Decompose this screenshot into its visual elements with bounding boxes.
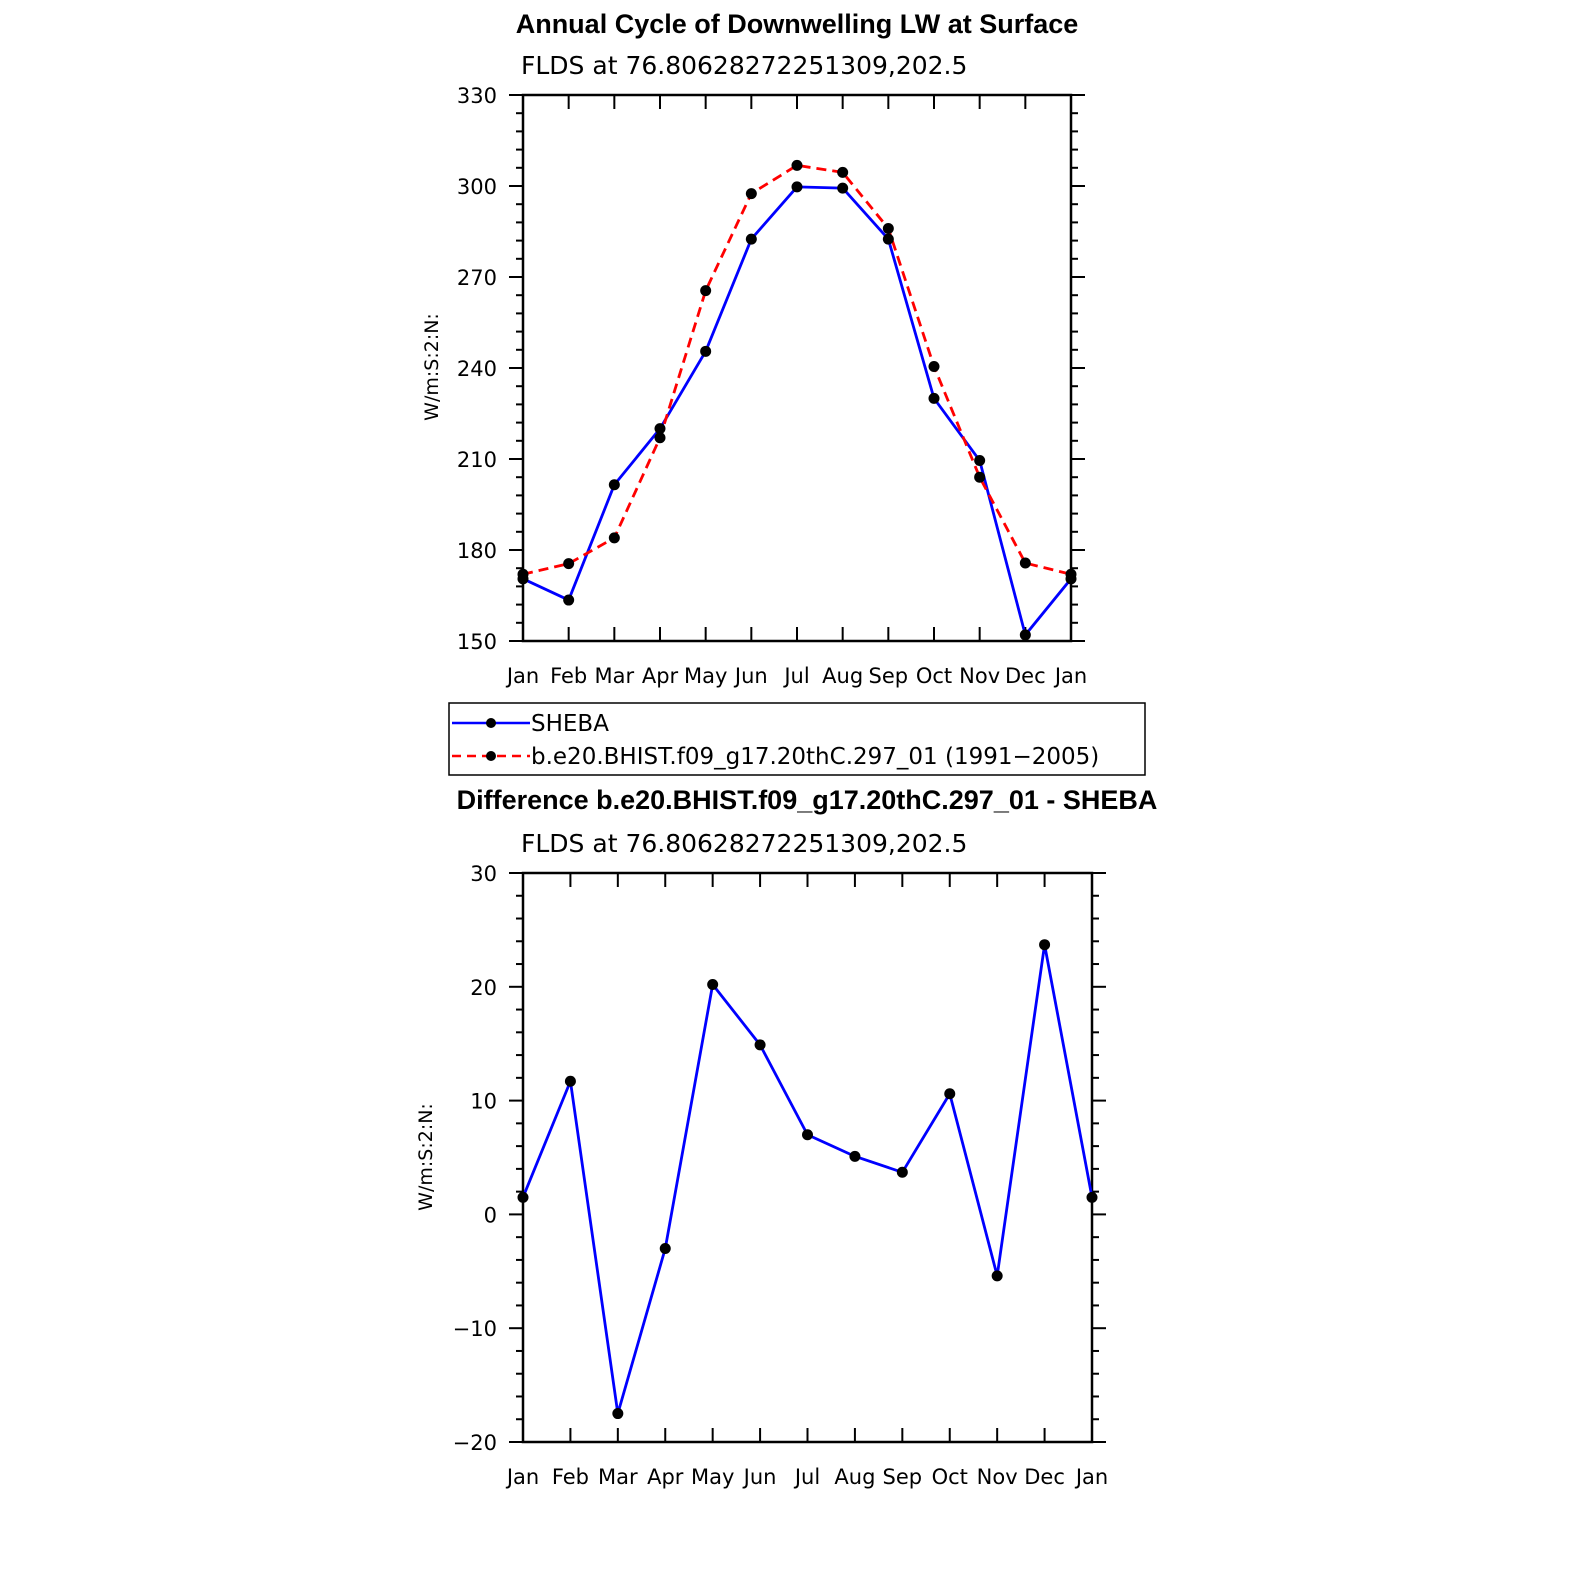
axes: −20 −10 0 10 20 30 Jan Feb Mar Apr May Jun Jul Aug Sep… xyxy=(453,862,1109,1489)
y-tick-label: 10 xyxy=(470,1090,497,1114)
data-point-s0-10 xyxy=(974,455,986,467)
x-tick-label: Jul xyxy=(793,1465,820,1489)
data-points xyxy=(517,159,1077,641)
data-point-s0-5 xyxy=(745,233,757,245)
legend: SHEBA b.e20.BHIST.f09_g17.20thC.297_01 (… xyxy=(448,702,1146,776)
data-point-s0-12 xyxy=(1086,1191,1098,1203)
data-point-s0-8 xyxy=(896,1166,908,1178)
x-tick-label: Dec xyxy=(1024,1465,1065,1489)
data-point-s0-9 xyxy=(928,392,940,404)
data-point-s1-6 xyxy=(791,159,803,171)
legend-entry-sheba: SHEBA xyxy=(452,711,609,737)
x-tick-label: Jun xyxy=(742,1465,777,1489)
x-tick-label: May xyxy=(691,1465,734,1489)
legend-label-sheba: SHEBA xyxy=(531,711,609,737)
x-tick-label: Apr xyxy=(647,1465,684,1489)
y-tick-label: 270 xyxy=(457,266,497,290)
x-tick-label: Sep xyxy=(869,664,909,688)
data-point-s0-7 xyxy=(849,1150,861,1162)
x-tick-label: Oct xyxy=(916,664,952,688)
x-tick-label: Aug xyxy=(822,664,863,688)
x-tick-label: Mar xyxy=(598,1465,638,1489)
data-point-s0-2 xyxy=(612,1408,624,1420)
data-point-s0-1 xyxy=(563,594,575,606)
x-tick-label: Oct xyxy=(932,1465,968,1489)
data-point-s1-0 xyxy=(517,568,529,580)
legend-label-model: b.e20.BHIST.f09_g17.20thC.297_01 (1991−2… xyxy=(531,744,1099,770)
x-tick-label: Sep xyxy=(883,1465,923,1489)
data-point-s1-8 xyxy=(882,222,894,234)
data-point-s0-7 xyxy=(837,182,849,194)
chart-subtitle: FLDS at 76.80628272251309,202.5 xyxy=(521,51,967,80)
x-tick-label: Dec xyxy=(1005,664,1046,688)
data-point-s1-1 xyxy=(563,558,575,570)
data-point-s1-7 xyxy=(837,166,849,178)
x-tick-label: Apr xyxy=(642,664,679,688)
y-axis-label: W/m:S:2:N: xyxy=(421,313,443,421)
data-point-s0-2 xyxy=(608,479,620,491)
data-point-s0-3 xyxy=(659,1243,671,1255)
x-tick-label: Mar xyxy=(595,664,635,688)
x-tick-label: Nov xyxy=(977,1465,1018,1489)
data-point-s0-0 xyxy=(517,1191,529,1203)
chart-title: Difference b.e20.BHIST.f09_g17.20thC.297… xyxy=(457,785,1158,815)
difference-chart: Difference b.e20.BHIST.f09_g17.20thC.297… xyxy=(415,785,1157,1489)
data-point-s0-6 xyxy=(802,1129,813,1141)
legend-entry-model: b.e20.BHIST.f09_g17.20thC.297_01 (1991−2… xyxy=(452,744,1099,770)
x-tick-label: May xyxy=(684,664,727,688)
y-tick-label: 30 xyxy=(470,862,497,886)
data-point-s0-8 xyxy=(882,233,894,245)
x-tick-label: Jan xyxy=(505,1465,539,1489)
y-tick-label: 330 xyxy=(457,84,497,108)
data-point-s1-2 xyxy=(608,532,620,544)
x-tick-label: Jan xyxy=(1074,1465,1108,1489)
data-point-s1-3 xyxy=(654,432,666,444)
y-axis-label: W/m:S:2:N: xyxy=(415,1103,437,1211)
y-tick-label: 20 xyxy=(470,976,497,1000)
data-point-s0-4 xyxy=(707,979,719,991)
data-point-s1-11 xyxy=(1019,557,1031,569)
chart-subtitle: FLDS at 76.80628272251309,202.5 xyxy=(521,829,967,858)
data-point-s0-9 xyxy=(944,1088,956,1100)
x-tick-label: Feb xyxy=(550,664,587,688)
x-tick-label: Jan xyxy=(505,664,539,688)
data-point-s1-5 xyxy=(745,188,757,200)
data-point-s1-10 xyxy=(974,471,986,483)
x-tick-label: Aug xyxy=(834,1465,875,1489)
legend-marker-model xyxy=(486,751,496,761)
x-tick-label: Jan xyxy=(1053,664,1087,688)
y-tick-label: 180 xyxy=(457,539,497,563)
data-point-s0-4 xyxy=(700,345,712,357)
y-tick-label: 0 xyxy=(484,1203,497,1227)
data-point-s0-11 xyxy=(1039,939,1051,951)
x-tick-label: Jun xyxy=(733,664,768,688)
annual-cycle-chart: Annual Cycle of Downwelling LW at Surfac… xyxy=(421,9,1087,688)
data-point-s1-9 xyxy=(928,360,940,372)
y-tick-label: −20 xyxy=(453,1431,497,1455)
data-points xyxy=(517,939,1098,1420)
legend-box xyxy=(448,702,1146,776)
data-point-s0-3 xyxy=(654,423,666,435)
y-tick-label: 240 xyxy=(457,357,497,381)
data-point-s0-1 xyxy=(564,1075,576,1087)
data-point-s1-12 xyxy=(1065,568,1077,580)
y-tick-label: 210 xyxy=(457,448,497,472)
y-tick-label: 300 xyxy=(457,175,497,199)
data-point-s0-5 xyxy=(754,1039,766,1051)
axes: 150 180 210 240 270 300 330 Jan Feb Mar Apr May Jun J… xyxy=(457,84,1087,688)
x-tick-label: Jul xyxy=(782,664,809,688)
chart-title: Annual Cycle of Downwelling LW at Surfac… xyxy=(516,9,1079,39)
data-point-s0-6 xyxy=(791,181,803,193)
data-point-s0-11 xyxy=(1019,629,1031,641)
data-point-s1-4 xyxy=(700,285,712,297)
y-tick-label: 150 xyxy=(457,630,497,654)
x-tick-label: Feb xyxy=(552,1465,589,1489)
x-tick-label: Nov xyxy=(959,664,1000,688)
legend-marker-sheba xyxy=(486,718,496,728)
data-point-s0-10 xyxy=(991,1270,1003,1282)
y-tick-label: −10 xyxy=(453,1317,497,1341)
